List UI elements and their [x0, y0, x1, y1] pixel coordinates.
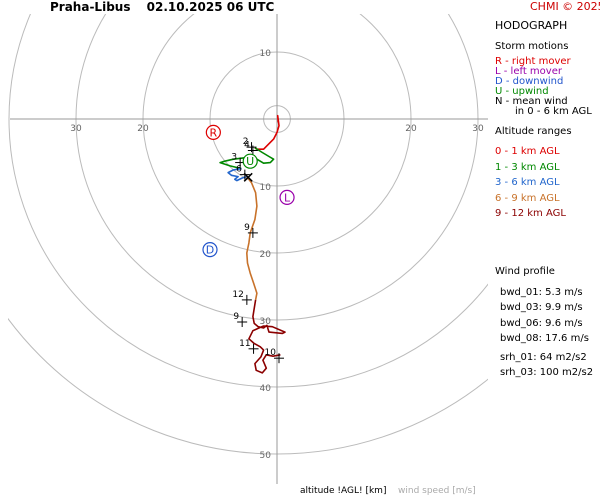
storm-marker-letter: D — [206, 244, 214, 257]
hodograph-segment-3-6 — [227, 167, 248, 182]
storm-marker-l: L — [279, 189, 295, 205]
height-marker: 10 — [265, 348, 285, 364]
height-marker-label: 12 — [232, 290, 243, 300]
height-marker: 9 — [233, 312, 248, 328]
panel-title: HODOGRAPH — [495, 19, 568, 32]
observation-datetime: 02.10.2025 06 UTC — [146, 0, 275, 14]
wind-profile-item: bwd_03: 9.9 m/s — [500, 302, 583, 313]
wind-profile-item: srh_03: 100 m2/s2 — [500, 367, 594, 378]
wind-profile-item: bwd_06: 9.6 m/s — [500, 318, 583, 329]
height-marker-label: 2 — [243, 137, 249, 147]
height-marker: 11 — [239, 339, 259, 354]
y-tick-label: 20 — [260, 250, 272, 260]
storm-marker-letter: L — [284, 191, 291, 204]
hodograph-segment-6-9 — [246, 176, 258, 301]
hodograph-segment-9-12 — [248, 299, 286, 374]
hodograph-traces — [219, 114, 286, 374]
altitude-range-legend-item: 3 - 6 km AGL — [495, 177, 560, 188]
altitude-range-legend-item: 0 - 1 km AGL — [495, 146, 560, 157]
altitude-range-legend-item: 9 - 12 km AGL — [495, 208, 566, 219]
station-name: Praha-Libus — [50, 0, 131, 14]
storm-marker-circle — [205, 124, 221, 140]
credit-label: CHMI © 2025 — [530, 0, 600, 13]
storm-marker-circle — [202, 242, 218, 258]
wind-profile-item: bwd_08: 17.6 m/s — [500, 333, 589, 344]
height-marker: 9 — [244, 223, 258, 238]
height-marker-label: 9 — [244, 223, 250, 233]
x-tick-label: 30 — [472, 124, 484, 134]
altitude-ranges-title: Altitude ranges — [495, 126, 572, 137]
storm-marker-circle — [279, 189, 295, 205]
height-marker-label: 10 — [265, 348, 277, 358]
height-marker-label: 11 — [239, 339, 250, 349]
y-tick-label: 40 — [260, 384, 272, 394]
storm-marker-n — [243, 172, 253, 182]
x-tick-label: 30 — [70, 124, 82, 134]
height-marker: 12 — [232, 290, 252, 305]
storm-markers: R U L D — [202, 124, 295, 258]
storm-marker-u: U — [242, 153, 258, 169]
height-marker-label: 3 — [231, 153, 237, 163]
wind-speed-axis-label: wind speed [m/s] — [398, 486, 476, 496]
storm-motion-legend-item: D - downwind — [495, 76, 564, 87]
hodograph-plot: 30 20 20 30 10 10 20 30 40 50 243 6 9 12 9 11 10 R U L D — [8, 14, 488, 484]
storm-marker-letter: U — [246, 155, 254, 168]
altitude-range-legend-item: 1 - 3 km AGL — [495, 161, 560, 173]
hodograph-segment-0-1 — [254, 114, 280, 150]
y-tick-label: 50 — [260, 451, 272, 461]
height-marker-label: 9 — [233, 312, 239, 322]
chart-title: Praha-Libus 02.10.2025 06 UTC — [50, 0, 286, 14]
storm-marker-d: D — [202, 242, 218, 258]
storm-motion-legend-item: N - mean wind — [495, 96, 568, 107]
x-tick-label: 20 — [137, 124, 149, 134]
storm-motion-legend-item: U - upwind — [495, 86, 549, 97]
storm-marker-letter: R — [210, 126, 218, 139]
height-marker-label: 6 — [236, 165, 242, 175]
wind-profile-item: srh_01: 64 m2/s2 — [500, 352, 587, 363]
mean-wind-cross — [243, 172, 253, 182]
storm-marker-r: R — [205, 124, 221, 140]
wind-profile-item: bwd_01: 5.3 m/s — [500, 287, 583, 298]
tick-labels: 30 20 20 30 10 10 20 30 40 50 — [70, 49, 484, 461]
x-tick-label: 20 — [405, 124, 417, 134]
height-marker-label: 4 — [244, 140, 250, 150]
y-tick-label: 30 — [260, 317, 272, 327]
storm-motion-legend-item: L - left mover — [495, 66, 562, 77]
y-tick-label: 10 — [260, 183, 272, 193]
altitude-range-legend-item: 6 - 9 km AGL — [495, 192, 560, 204]
y-tick-label: 10 — [260, 49, 272, 59]
storm-motions-title: Storm motions — [495, 41, 569, 52]
height-marker: 4 — [244, 140, 258, 156]
storm-motion-legend-item: R - right mover — [495, 56, 571, 67]
wind-profile-title: Wind profile — [495, 266, 555, 277]
storm-marker-circle — [242, 153, 258, 169]
height-markers: 243 6 9 12 9 11 10 — [231, 137, 285, 364]
axes — [10, 14, 488, 484]
storm-motion-legend-item: in 0 - 6 km AGL — [515, 106, 592, 117]
altitude-axis-label: altitude !AGL! [km] — [300, 486, 387, 496]
